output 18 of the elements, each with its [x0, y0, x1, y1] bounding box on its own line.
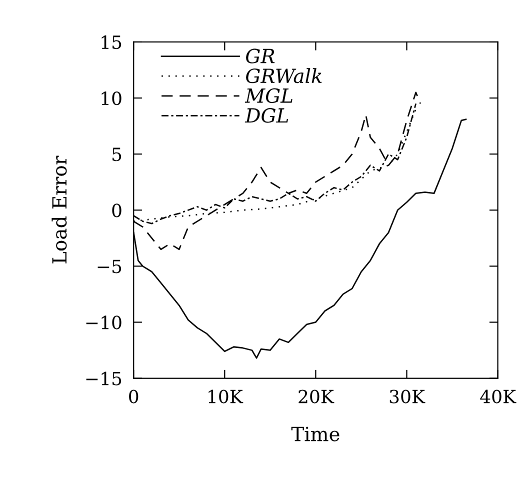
legend-label: MGL	[244, 88, 292, 103]
x-tick-label: 0	[129, 390, 138, 404]
y-tick-label: −10	[86, 316, 122, 330]
x-axis-title: Time	[291, 426, 340, 442]
legend-label: GR	[246, 48, 275, 64]
y-tick-label: −15	[86, 372, 122, 386]
x-tick-label: 10K	[208, 390, 244, 404]
x-tick-label: 40K	[480, 390, 516, 404]
y-tick-label: 5	[112, 148, 122, 162]
x-tick-label: 30K	[390, 390, 426, 404]
legend-label: DGL	[244, 108, 288, 123]
y-tick-label: −5	[98, 260, 122, 274]
y-tick-label: 0	[112, 204, 122, 218]
x-tick-label: 20K	[298, 390, 334, 404]
y-tick-label: 15	[102, 35, 122, 50]
y-tick-label: 10	[102, 91, 122, 106]
y-axis-title: Load Error	[52, 156, 67, 264]
legend-label: GRWalk	[246, 68, 322, 84]
